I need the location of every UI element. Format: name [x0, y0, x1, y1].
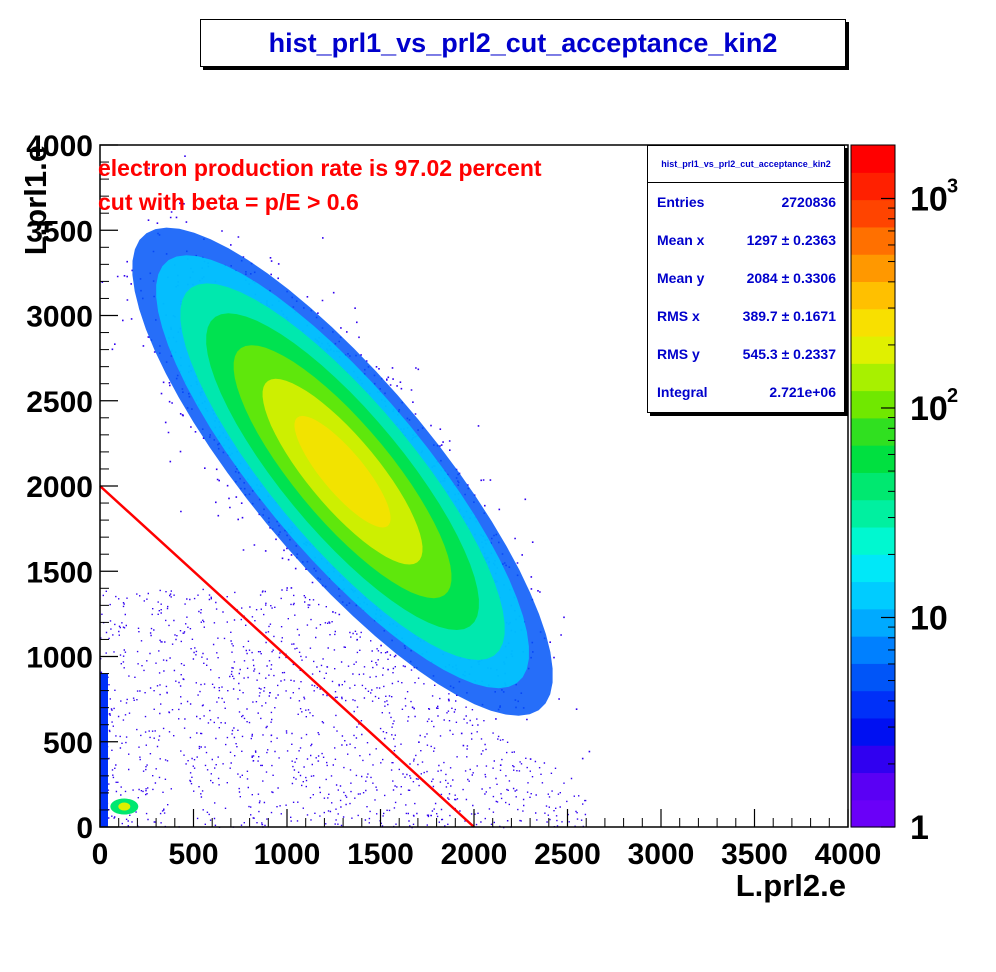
color-bin — [851, 308, 895, 337]
z-tick-label: 10 — [910, 599, 948, 637]
stats-label: Entries — [657, 194, 705, 210]
x-axis-title: L.prl2.e — [736, 868, 846, 903]
z-tick-label: 10 — [910, 390, 948, 428]
origin-spot-core — [118, 802, 131, 811]
stats-label: Mean y — [657, 270, 705, 286]
color-bin — [851, 799, 895, 828]
z-tick-exponent: 3 — [947, 175, 958, 197]
x-tick-label: 1500 — [347, 838, 414, 871]
stats-row: Integral 2.721e+06 — [648, 373, 844, 411]
color-bin — [851, 390, 895, 419]
y-tick-label: 1500 — [26, 556, 93, 589]
color-bin — [851, 363, 895, 392]
color-bin — [851, 772, 895, 801]
color-bin — [851, 663, 895, 692]
z-tick-label: 10 — [910, 180, 948, 218]
colorbar-frame — [850, 144, 896, 828]
color-bin — [851, 745, 895, 774]
annotation-cut: cut with beta = p/E > 0.6 — [98, 189, 359, 215]
x-tick-label: 1000 — [254, 838, 321, 871]
stats-row: Mean y 2084 ± 0.3306 — [648, 259, 844, 297]
y-tick-label: 2000 — [26, 471, 93, 504]
color-bin — [851, 254, 895, 282]
color-bin — [851, 281, 895, 310]
stats-row: RMS y 545.3 ± 0.2337 — [648, 335, 844, 373]
cut-line — [99, 485, 475, 828]
y-tick-label: 3000 — [26, 301, 93, 334]
color-bin — [851, 445, 895, 473]
y-tick-label: 1000 — [26, 642, 93, 675]
x-tick-label: 0 — [92, 838, 109, 871]
color-bin — [851, 172, 895, 201]
color-bin — [851, 717, 895, 746]
z-tick-exponent: 2 — [947, 385, 958, 407]
stats-value: 1297 ± 0.2363 — [746, 232, 836, 248]
color-bin — [851, 472, 895, 501]
color-bin — [851, 499, 895, 528]
stats-label: RMS y — [657, 346, 700, 362]
color-bin — [851, 417, 895, 446]
density-level — [294, 415, 391, 528]
stats-value: 545.3 ± 0.2337 — [742, 346, 836, 362]
y-tick-label: 2500 — [26, 386, 93, 419]
x-tick-label: 4000 — [815, 838, 882, 871]
x-tick-label: 2500 — [534, 838, 601, 871]
stats-value: 2720836 — [781, 194, 836, 210]
chart-title: hist_prl1_vs_prl2_cut_acceptance_kin2 — [200, 19, 846, 67]
stats-label: Integral — [657, 384, 708, 400]
color-bin — [851, 690, 895, 719]
color-bin — [851, 554, 895, 583]
stats-value: 2084 ± 0.3306 — [746, 270, 836, 286]
stats-row: Entries 2720836 — [648, 183, 844, 221]
z-tick-label: 1 — [910, 809, 929, 847]
color-bin — [851, 145, 895, 173]
stats-title: hist_prl1_vs_prl2_cut_acceptance_kin2 — [648, 146, 844, 183]
edge-band — [100, 673, 108, 827]
y-axis: 0 500 1000 1500 2000 2500 3000 3500 4000 — [26, 130, 118, 845]
color-bin — [851, 199, 895, 228]
stats-label: Mean x — [657, 232, 705, 248]
x-tick-label: 3000 — [628, 838, 695, 871]
y-tick-label: 500 — [43, 727, 93, 760]
y-axis-title: L.prl1.e — [18, 145, 53, 255]
x-axis: 0 500 1000 1500 2000 2500 3000 3500 4000 — [92, 809, 882, 871]
color-bin — [851, 608, 895, 637]
color-bin — [851, 226, 895, 255]
stats-box: hist_prl1_vs_prl2_cut_acceptance_kin2 En… — [647, 145, 845, 413]
stats-value: 2.721e+06 — [769, 384, 836, 400]
density-cloud — [100, 155, 591, 829]
x-tick-label: 500 — [168, 838, 218, 871]
stats-label: RMS x — [657, 308, 700, 324]
annotation-rate: electron production rate is 97.02 percen… — [98, 155, 542, 181]
x-tick-label: 3500 — [721, 838, 788, 871]
stats-value: 389.7 ± 0.1671 — [742, 308, 836, 324]
color-bin — [851, 526, 895, 555]
stats-row: Mean x 1297 ± 0.2363 — [648, 221, 844, 259]
y-tick-label: 3500 — [26, 215, 93, 248]
y-tick-label: 0 — [76, 812, 93, 845]
x-tick-label: 2000 — [441, 838, 508, 871]
color-bin — [851, 636, 895, 664]
color-bin — [851, 581, 895, 610]
stats-row: RMS x 389.7 ± 0.1671 — [648, 297, 844, 335]
color-bin — [851, 335, 895, 364]
y-tick-label: 4000 — [26, 130, 93, 163]
